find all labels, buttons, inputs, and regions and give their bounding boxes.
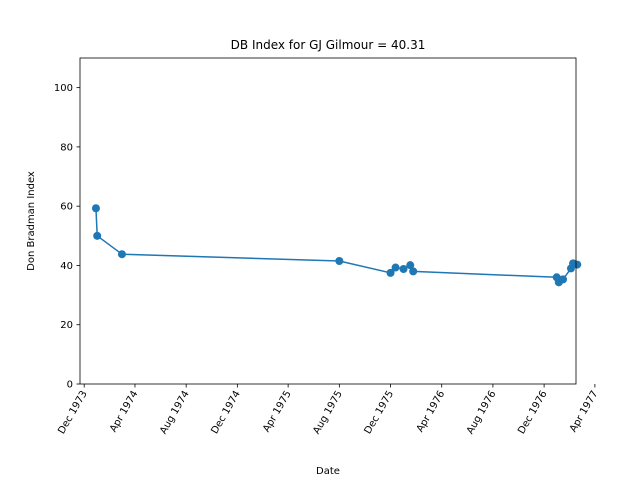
- chart-title: DB Index for GJ Gilmour = 40.31: [231, 38, 426, 52]
- data-point: [93, 231, 102, 240]
- y-axis-ticks: 0 20 40 60 80 100: [54, 83, 80, 391]
- data-point: [117, 250, 126, 259]
- data-point: [335, 257, 344, 266]
- y-tick-label: 100: [54, 83, 73, 94]
- data-point: [399, 265, 408, 274]
- data-point: [406, 261, 415, 270]
- series-layer: [91, 204, 582, 287]
- y-axis-label: Don Bradman Index: [26, 171, 37, 271]
- y-tick-label: 60: [60, 202, 73, 213]
- y-tick-label: 80: [60, 142, 73, 153]
- axes-background: [80, 58, 576, 384]
- y-tick-label: 0: [67, 380, 73, 391]
- y-tick-label: 40: [60, 261, 73, 272]
- data-point: [409, 267, 418, 276]
- x-axis-label: Date: [316, 466, 340, 477]
- y-tick-label: 20: [60, 320, 73, 331]
- axes-spines: [79, 57, 577, 385]
- data-point: [391, 263, 400, 272]
- plot-area: [80, 58, 576, 384]
- data-point: [386, 268, 395, 277]
- data-point: [91, 204, 100, 213]
- data-point: [558, 275, 567, 284]
- data-point: [573, 260, 582, 269]
